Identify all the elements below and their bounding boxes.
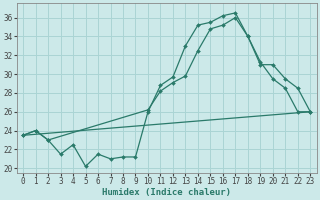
X-axis label: Humidex (Indice chaleur): Humidex (Indice chaleur) bbox=[102, 188, 231, 197]
